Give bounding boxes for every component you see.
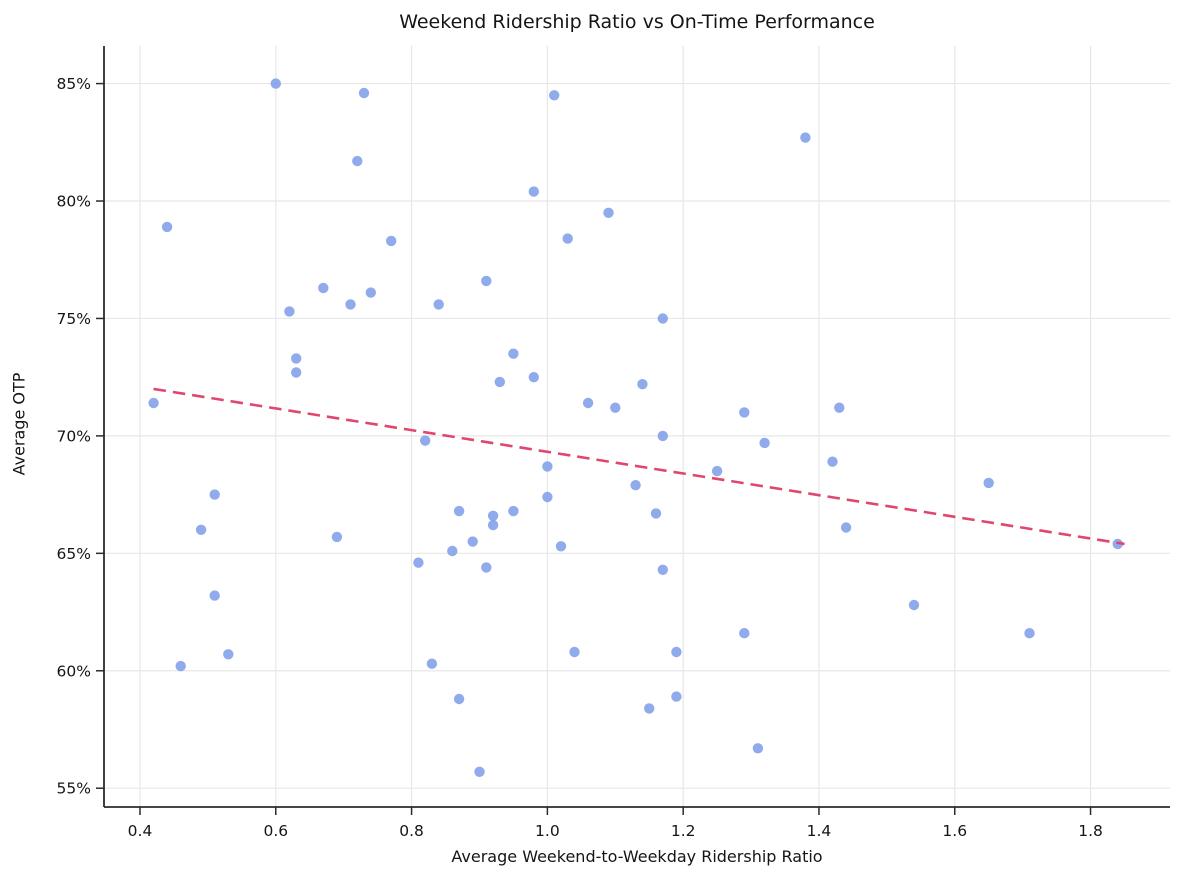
data-point — [453, 505, 465, 517]
trend-line — [153, 387, 1125, 546]
data-point — [528, 186, 539, 197]
data-point — [908, 599, 920, 611]
data-point — [657, 564, 668, 575]
data-point — [209, 489, 220, 500]
x-tick-label: 1.4 — [807, 822, 832, 840]
data-point — [603, 207, 614, 218]
x-tick-label: 1.6 — [942, 822, 967, 840]
data-point — [650, 508, 662, 519]
data-point — [739, 407, 750, 418]
chart-title: Weekend Ridership Ratio vs On-Time Perfo… — [399, 11, 875, 33]
data-point — [1024, 628, 1035, 639]
data-point — [549, 90, 560, 101]
data-point — [671, 691, 682, 702]
data-point — [508, 505, 519, 517]
x-tick-label: 0.8 — [399, 822, 424, 840]
x-tick-label: 1.0 — [535, 822, 560, 840]
data-point — [284, 306, 295, 317]
data-point — [331, 531, 343, 543]
x-tick-label: 1.8 — [1078, 822, 1103, 840]
x-axis-label: Average Weekend-to-Weekday Ridership Rat… — [451, 847, 823, 866]
y-tick-label: 60% — [57, 662, 91, 680]
data-point — [508, 348, 519, 359]
data-point — [426, 658, 438, 669]
data-point — [983, 477, 994, 489]
data-point — [759, 437, 770, 449]
data-point — [739, 628, 750, 639]
data-point — [644, 703, 655, 714]
data-point — [800, 132, 811, 143]
data-point — [582, 397, 594, 409]
data-point — [487, 519, 499, 531]
data-point — [223, 649, 234, 660]
data-point — [555, 541, 567, 552]
data-point — [386, 235, 397, 247]
data-point — [827, 456, 838, 467]
y-tick-label: 85% — [57, 75, 91, 93]
data-point — [453, 693, 465, 705]
data-point — [542, 491, 553, 503]
data-point — [610, 402, 621, 413]
y-tick-label: 55% — [57, 780, 91, 798]
data-point — [711, 465, 723, 477]
x-tick-label: 0.6 — [263, 822, 288, 840]
data-point — [834, 402, 845, 413]
y-tick-label: 80% — [57, 193, 91, 211]
data-point — [840, 522, 852, 533]
data-point — [345, 299, 356, 310]
data-point — [671, 646, 682, 658]
data-point — [318, 282, 329, 294]
data-point — [752, 743, 764, 754]
data-point — [291, 367, 302, 378]
y-axis-label: Average OTP — [9, 372, 29, 476]
data-point — [148, 397, 159, 409]
data-point — [365, 287, 376, 298]
data-point — [630, 480, 641, 491]
data-point — [270, 78, 281, 89]
data-point — [413, 557, 424, 568]
data-point — [161, 221, 173, 233]
data-point — [175, 660, 186, 672]
data-point — [494, 376, 505, 388]
data-point — [542, 461, 553, 472]
data-point — [209, 590, 220, 601]
data-point — [467, 536, 478, 547]
data-point — [420, 435, 431, 446]
data-point — [474, 766, 485, 777]
data-point — [481, 275, 492, 287]
data-point — [291, 353, 302, 364]
data-point — [352, 155, 363, 167]
data-point — [433, 299, 444, 310]
data-point — [358, 87, 370, 99]
y-tick-label: 75% — [57, 310, 91, 328]
data-point — [195, 524, 207, 535]
data-point — [487, 510, 499, 521]
data-point — [637, 379, 648, 390]
data-point — [657, 430, 668, 442]
x-tick-label: 1.2 — [671, 822, 696, 840]
data-point — [657, 313, 668, 324]
x-tick-label: 0.4 — [128, 822, 153, 840]
y-tick-label: 65% — [57, 545, 91, 563]
data-point — [447, 545, 458, 557]
data-point — [481, 562, 492, 573]
data-point — [528, 372, 539, 383]
data-point — [569, 646, 580, 658]
y-tick-label: 70% — [57, 427, 91, 445]
data-point — [562, 233, 573, 244]
